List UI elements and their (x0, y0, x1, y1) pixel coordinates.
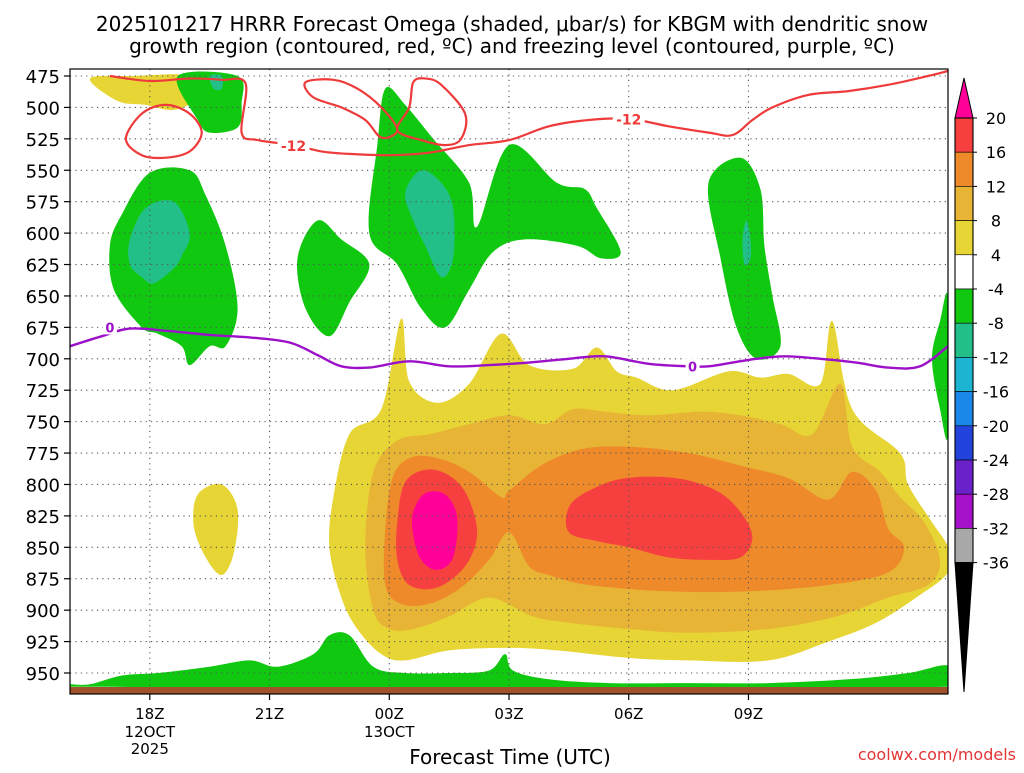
y-tick-label-650: 650 (26, 287, 60, 308)
colorbar-label--12: -12 (983, 348, 1009, 367)
colorbar-swatch-13 (954, 528, 974, 563)
colorbar-label-16: 16 (986, 143, 1006, 162)
x-tick-label-21Z: 21Z (255, 705, 284, 723)
colorbar-label-12: 12 (986, 177, 1006, 196)
chart-title-line-1: 2025101217 HRRR Forecast Omega (shaded, … (96, 12, 928, 36)
colorbar-swatch-1 (954, 117, 974, 153)
colorbar-label-8: 8 (991, 212, 1001, 231)
colorbar-swatch-5 (954, 254, 974, 290)
omega-region-1 (193, 483, 239, 576)
colorbar-swatch-9 (954, 391, 974, 427)
x-tick-sublabel: 2025 (131, 740, 169, 758)
freezing-level-line (70, 327, 948, 370)
colorbar-frame (954, 117, 974, 564)
y-tick-label-625: 625 (26, 256, 60, 277)
y-tick-label-900: 900 (26, 601, 60, 622)
y-tick-label-700: 700 (26, 350, 60, 371)
y-tick-label-775: 775 (26, 444, 60, 465)
y-tick-label-875: 875 (26, 570, 60, 591)
colorbar-label--36: -36 (983, 554, 1009, 573)
colorbar-swatch-3 (954, 186, 974, 221)
freezing-label-bg (685, 358, 700, 374)
colorbar-swatch-8 (954, 357, 974, 392)
colorbar-top-arrow (954, 77, 974, 119)
colorbar-swatch-6 (954, 288, 974, 324)
dgz-contour-label: -12 (281, 139, 306, 155)
omega-shading (70, 71, 948, 689)
omega-region-8 (176, 71, 244, 133)
colorbar-label--4: -4 (988, 280, 1004, 299)
colorbar-label--16: -16 (983, 383, 1009, 402)
colorbar-bottom-arrow (954, 562, 974, 693)
dgz-contour-label: -12 (616, 113, 641, 129)
freezing-label-bg (102, 319, 117, 335)
dgz-label-bg (277, 136, 310, 154)
colorbar-swatch-11 (954, 459, 974, 495)
omega-region-6 (565, 476, 753, 561)
y-tick-label-725: 725 (26, 381, 60, 402)
colorbar-swatch-12 (954, 493, 974, 529)
freezing-level-label: 0 (105, 321, 114, 336)
pressure-axis: 475 500 525 550 575 600 625 650 675 700 725 750 775 8… (26, 67, 70, 685)
colorbar-swatch-10 (954, 425, 974, 461)
colorbar-label--24: -24 (983, 451, 1009, 470)
y-tick-label-575: 575 (26, 193, 60, 214)
x-tick-label-03Z: 03Z (494, 705, 523, 723)
dendritic-growth-contours (109, 69, 948, 160)
y-tick-label-800: 800 (26, 475, 60, 496)
contour-labels: -12 -12 0 0 (102, 109, 700, 375)
x-tick-label-18Z: 18Z (135, 705, 164, 723)
dgz-label-bg (612, 109, 645, 127)
colorbar-swatch-2 (954, 151, 974, 187)
y-tick-label-750: 750 (26, 413, 60, 434)
y-tick-label-600: 600 (26, 224, 60, 245)
omega-region-14 (70, 632, 948, 689)
y-tick-label-550: 550 (26, 161, 60, 182)
freezing-level-label: 0 (688, 360, 697, 375)
ground-strip (70, 687, 948, 694)
credit-text: coolwx.com/models (858, 745, 1016, 764)
dgz-contour-0 (109, 69, 948, 157)
y-tick-label-850: 850 (26, 538, 60, 559)
colorbar-swatch-7 (954, 322, 974, 358)
freezing-level-contour (70, 327, 948, 370)
y-tick-label-525: 525 (26, 130, 60, 151)
omega-region-13 (932, 292, 948, 440)
omega-region-7 (411, 491, 458, 570)
x-tick-label-00Z: 00Z (375, 705, 404, 723)
y-tick-label-825: 825 (26, 507, 60, 528)
x-tick-label-06Z: 06Z (614, 705, 643, 723)
omega-region-16 (405, 170, 455, 278)
y-tick-label-475: 475 (26, 67, 60, 88)
x-tick-label-09Z: 09Z (734, 705, 763, 723)
omega-region-0 (89, 74, 200, 111)
colorbar-label--28: -28 (983, 485, 1009, 504)
y-tick-label-675: 675 (26, 318, 60, 339)
y-tick-label-925: 925 (26, 633, 60, 654)
colorbar-label--32: -32 (983, 519, 1009, 538)
dgz-contour-1 (124, 103, 203, 160)
colorbar-label--8: -8 (988, 314, 1004, 333)
omega-region-11 (368, 86, 621, 328)
colorbar-label-20: 20 (986, 109, 1006, 128)
gridlines (70, 69, 948, 687)
chart-title-line-2: growth region (contoured, red, ºC) and f… (129, 34, 895, 58)
colorbar-swatch-4 (954, 220, 974, 256)
dgz-contour-2 (303, 78, 399, 140)
dgz-contour-3 (396, 77, 468, 147)
colorbar-label--20: -20 (983, 417, 1009, 436)
colorbar-label-4: 4 (991, 246, 1001, 265)
omega-region-15 (128, 200, 190, 284)
colorbar: 20 16 12 8 4 -4 -8 -12 -16 -20 -24 -28 -32 -36 (954, 77, 1009, 693)
x-tick-sublabel: 13OCT (364, 723, 415, 741)
x-axis-label: Forecast Time (UTC) (409, 745, 611, 768)
omega-region-10 (297, 220, 370, 337)
y-tick-label-500: 500 (26, 98, 60, 119)
y-tick-label-950: 950 (26, 664, 60, 685)
x-tick-sublabel: 12OCT (125, 723, 176, 741)
